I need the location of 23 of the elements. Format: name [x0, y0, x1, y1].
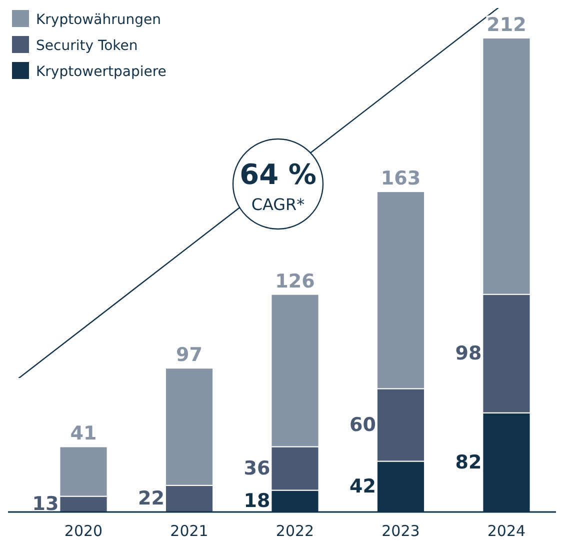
data-label: 212	[486, 14, 526, 36]
data-label: 18	[244, 490, 270, 512]
data-label: 41	[70, 422, 97, 445]
data-label: 36	[244, 457, 270, 480]
legend-label: Security Token	[36, 38, 138, 54]
x-tick-label: 2021	[170, 522, 208, 540]
data-label: 60	[349, 414, 376, 436]
data-label: 13	[32, 493, 59, 516]
data-label: 42	[349, 476, 376, 498]
x-tick-label: 2024	[487, 522, 526, 540]
data-label: 98	[455, 342, 482, 365]
x-tick-label: 2023	[382, 522, 420, 540]
data-label: 163	[380, 168, 421, 190]
x-tick-label: 2022	[276, 522, 314, 540]
legend-label: Kryptowährungen	[36, 12, 161, 28]
data-label: 22	[138, 488, 164, 510]
legend-label: Kryptowertpapiere	[36, 64, 166, 80]
data-label: 97	[176, 344, 202, 366]
data-label: 82	[455, 451, 482, 474]
annotation: 64 %	[240, 158, 316, 191]
x-tick-label: 2020	[64, 522, 103, 540]
data-label: 126	[275, 270, 315, 292]
annotation: CAGR*	[251, 195, 305, 214]
